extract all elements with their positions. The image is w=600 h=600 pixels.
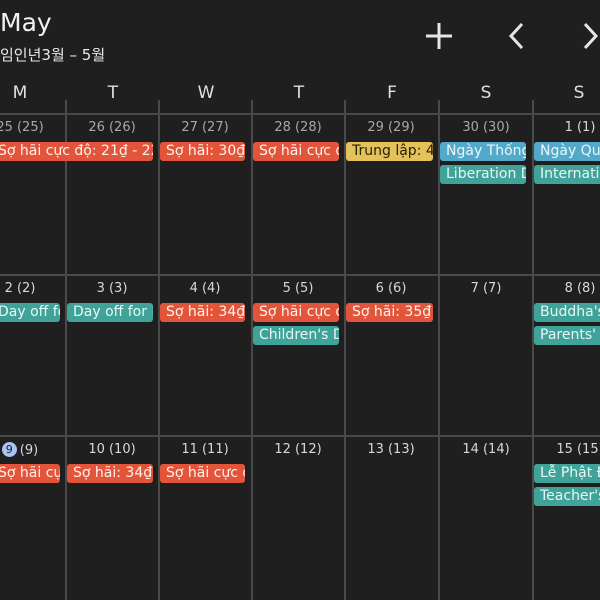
calendar-header: May 임인년3월 – 5월: [0, 0, 600, 80]
grid-divider: [65, 100, 67, 600]
next-month-button[interactable]: [568, 14, 600, 58]
week-divider: [0, 113, 600, 115]
day-cell-date[interactable]: 6 (6): [375, 281, 407, 296]
week-divider: [0, 435, 600, 437]
event-chip[interactable]: Ngày Thống: [440, 142, 526, 161]
weekday-thu: T: [293, 83, 305, 103]
event-chip[interactable]: Liberation D: [440, 165, 526, 184]
week-divider: [0, 274, 600, 276]
day-cell-date[interactable]: 12 (12): [274, 442, 322, 457]
today-date-cell[interactable]: 9 (9): [0, 442, 65, 458]
day-cell-date[interactable]: 14 (14): [462, 442, 510, 457]
day-cell-date[interactable]: 7 (7): [470, 281, 502, 296]
event-chip[interactable]: Trung lập: 4: [346, 142, 433, 161]
previous-month-button[interactable]: [495, 14, 539, 58]
plus-icon: [426, 23, 452, 49]
event-chip[interactable]: Children's D: [253, 326, 339, 345]
event-chip[interactable]: Sợ hãi cực độ: 21₫ - 22₫: [0, 142, 153, 161]
event-chip[interactable]: Sợ hãi: 30₫: [160, 142, 245, 161]
add-event-button[interactable]: [417, 14, 461, 58]
event-chip[interactable]: Ngày Quốc: [534, 142, 600, 161]
weekday-sat: S: [480, 83, 492, 103]
day-cell-date[interactable]: 25 (25): [0, 120, 44, 135]
event-chip[interactable]: Sợ hãi cực độ: [253, 303, 339, 322]
event-chip[interactable]: Buddha's: [534, 303, 600, 322]
event-chip[interactable]: Sợ hãi cực độ: [0, 464, 60, 483]
chevron-left-icon: [508, 22, 524, 50]
event-chip[interactable]: Day off for L: [0, 303, 60, 322]
day-cell-date[interactable]: 28 (28): [274, 120, 322, 135]
grid-divider: [532, 100, 534, 600]
today-indicator: 9: [1, 442, 17, 457]
day-cell-date[interactable]: 4 (4): [189, 281, 221, 296]
today-lunar: (9): [19, 443, 39, 458]
event-chip[interactable]: Sợ hãi: 34₫: [67, 464, 153, 483]
grid-divider: [158, 100, 160, 600]
event-chip[interactable]: Sợ hãi cực độ: [160, 464, 245, 483]
event-chip[interactable]: Day off for Int: [67, 303, 153, 322]
day-cell-date[interactable]: 1 (1): [564, 120, 596, 135]
grid-divider: [251, 100, 253, 600]
grid-divider: [438, 100, 440, 600]
weekday-tue: T: [107, 83, 119, 103]
day-cell-date[interactable]: 8 (8): [564, 281, 596, 296]
day-cell-date[interactable]: 13 (13): [367, 442, 415, 457]
event-chip[interactable]: Teacher's D: [534, 487, 600, 506]
weekday-sun: S: [573, 83, 585, 103]
day-cell-date[interactable]: 5 (5): [282, 281, 314, 296]
day-cell-date[interactable]: 2 (2): [4, 281, 36, 296]
day-cell-date[interactable]: 30 (30): [462, 120, 510, 135]
event-chip[interactable]: Sợ hãi cực độ: [253, 142, 339, 161]
day-cell-date[interactable]: 29 (29): [367, 120, 415, 135]
day-cell-date[interactable]: 27 (27): [181, 120, 229, 135]
lunar-subtitle: 임인년3월 – 5월: [0, 46, 106, 64]
event-chip[interactable]: Sợ hãi: 34₫: [160, 303, 245, 322]
weekday-fri: F: [387, 83, 397, 103]
weekday-mon: M: [12, 83, 28, 103]
event-chip[interactable]: Sợ hãi: 35₫: [346, 303, 433, 322]
day-cell-date[interactable]: 15 (15): [556, 442, 600, 457]
chevron-right-icon: [583, 22, 599, 50]
month-title[interactable]: May: [0, 8, 52, 37]
day-cell-date[interactable]: 3 (3): [96, 281, 128, 296]
day-cell-date[interactable]: 11 (11): [181, 442, 229, 457]
event-chip[interactable]: International: [534, 165, 600, 184]
grid-divider: [344, 100, 346, 600]
event-chip[interactable]: Lễ Phật Đản: [534, 464, 600, 483]
day-cell-date[interactable]: 10 (10): [88, 442, 136, 457]
day-cell-date[interactable]: 26 (26): [88, 120, 136, 135]
weekday-wed: W: [197, 83, 215, 103]
event-chip[interactable]: Parents' D: [534, 326, 600, 345]
